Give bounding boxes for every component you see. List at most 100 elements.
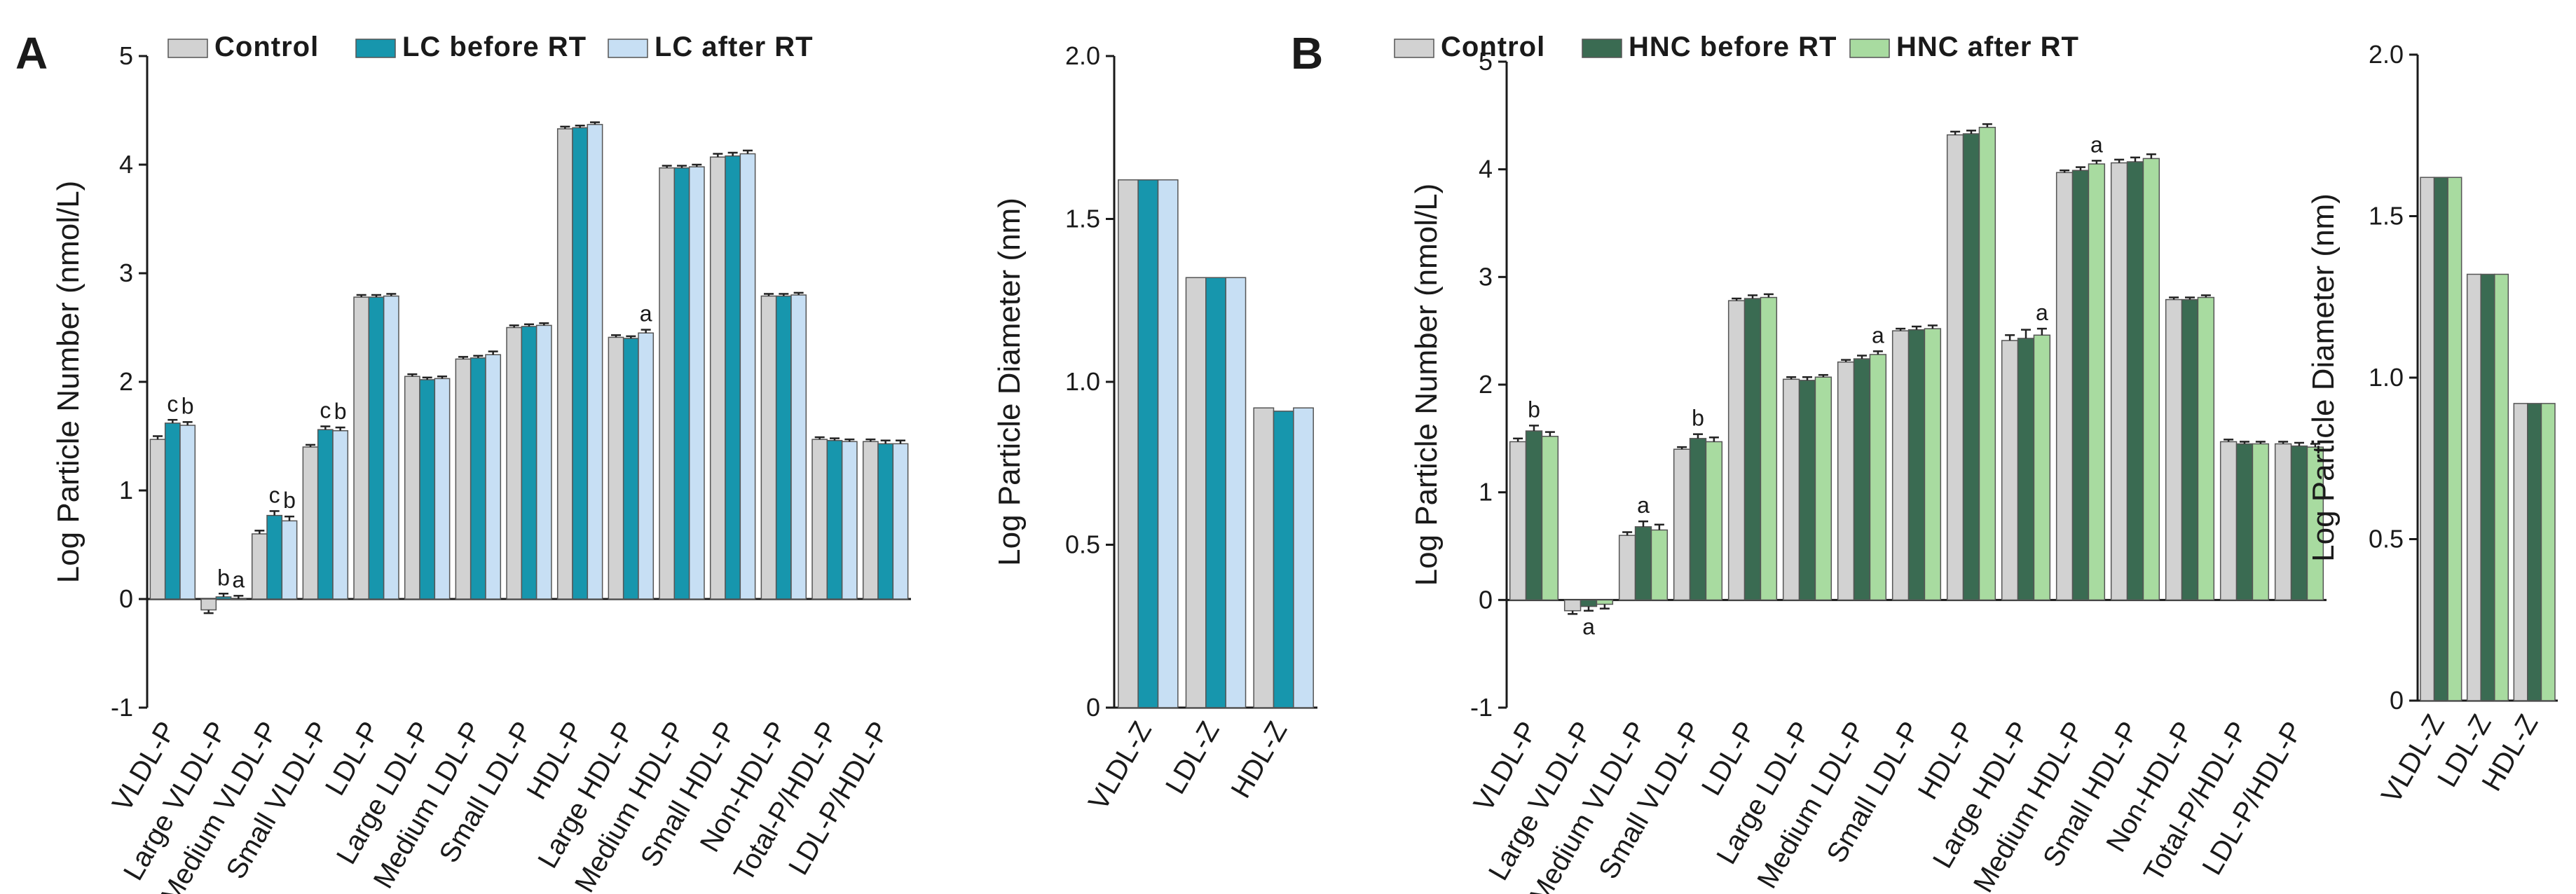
bar-1-5 (1798, 380, 1816, 601)
significance-letter: a (2036, 300, 2048, 325)
bar-0-10 (659, 167, 676, 600)
y-tick-label: 0 (1086, 693, 1100, 722)
legend-a-swatch-0 (167, 39, 208, 58)
bar-2-10 (688, 166, 705, 600)
bar-1-0 (164, 422, 181, 600)
bar-1-13 (826, 439, 843, 600)
bar-0-4 (1727, 300, 1746, 601)
bar-1-11 (725, 155, 741, 600)
bar-2-4 (1760, 296, 1778, 601)
bar-2-13 (841, 441, 858, 600)
category-label: HDL-Z (1225, 717, 1293, 804)
bar-1-14 (2290, 445, 2308, 601)
bar-0-0 (2420, 177, 2435, 701)
bar-2-1 (230, 598, 247, 600)
bar-0-9 (2001, 340, 2019, 601)
bar-0-8 (1946, 134, 1964, 601)
bar-0-12 (2165, 298, 2183, 601)
significance-letter: a (1582, 614, 1595, 640)
legend-b-swatch-2 (1849, 39, 1890, 58)
bar-2-7 (535, 324, 552, 600)
bar-2-9 (638, 332, 655, 600)
y-tick-label: 3 (1479, 262, 1493, 291)
y-tick-label: 5 (1479, 47, 1493, 76)
bar-2-12 (790, 294, 807, 600)
y-tick-label: 1 (119, 476, 133, 504)
bar-2-1 (2494, 273, 2509, 701)
bar-1-1 (215, 596, 232, 600)
bar-1-4 (1743, 298, 1762, 601)
bar-2-8 (1978, 126, 1996, 601)
y-tick-label: 1.5 (2369, 202, 2404, 231)
bar-2-0 (1157, 179, 1179, 708)
legend-a-swatch-2 (608, 39, 648, 58)
bar-2-2 (281, 520, 298, 600)
legend-a-label-1: LC before RT (402, 32, 587, 62)
category-label: LDL-Z (1160, 717, 1226, 799)
significance-letter: c (320, 398, 331, 423)
significance-letter: a (640, 301, 652, 326)
significance-letter: a (232, 567, 245, 592)
significance-letter: b (1528, 397, 1540, 422)
significance-letter: a (1637, 493, 1650, 518)
y-tick-label: 2.0 (1065, 41, 1100, 70)
bar-2-10 (2088, 163, 2106, 601)
bar-1-3 (317, 429, 334, 600)
bar-2-2 (2540, 403, 2556, 701)
bar-1-12 (2181, 298, 2199, 601)
panel-letter-b: B (1291, 28, 1323, 78)
bar-2-0 (2447, 177, 2462, 701)
y-tick-label: 1 (1479, 478, 1493, 507)
bar-2-8 (587, 123, 603, 600)
panel-letter-a: A (15, 28, 48, 78)
bar-2-12 (2197, 296, 2215, 601)
bar-0-5 (1782, 378, 1800, 601)
y-tick-label: 1.0 (2369, 363, 2404, 392)
bar-2-6 (1869, 354, 1887, 601)
bar-0-1 (200, 598, 217, 611)
bar-2-2 (1293, 407, 1314, 708)
bar-2-7 (1924, 328, 1942, 601)
y-tick-label: 2 (119, 367, 133, 396)
bar-0-4 (353, 296, 370, 600)
bar-0-7 (506, 326, 523, 600)
bar-1-7 (521, 326, 537, 600)
bar-2-5 (434, 378, 451, 600)
bar-1-6 (1853, 358, 1871, 601)
bar-0-0 (1118, 179, 1139, 708)
significance-letter: c (167, 391, 178, 416)
bar-0-1 (1563, 599, 1582, 612)
bar-1-5 (419, 379, 436, 600)
legend-a-swatch-1 (355, 39, 396, 58)
significance-letter: b (181, 393, 194, 418)
bar-1-10 (673, 167, 690, 600)
bar-2-9 (2033, 334, 2051, 601)
bar-2-3 (1705, 441, 1723, 601)
bar-1-6 (470, 357, 486, 600)
bar-1-8 (1962, 133, 1980, 601)
bar-0-14 (2274, 443, 2292, 601)
bar-2-1 (1596, 599, 1614, 605)
bar-2-1 (1225, 277, 1247, 708)
category-label: VLDL-Z (1083, 717, 1158, 816)
bar-0-13 (2219, 441, 2238, 601)
category-label: VLDL-Z (2376, 710, 2451, 809)
bar-1-2 (1634, 526, 1652, 601)
bar-2-2 (1650, 529, 1669, 601)
bar-1-2 (2527, 403, 2542, 701)
significance-letter: b (334, 399, 347, 424)
bar-0-0 (149, 439, 166, 600)
y-tick-label: 4 (119, 150, 133, 179)
bar-1-1 (2480, 273, 2495, 701)
bar-0-1 (2466, 273, 2481, 701)
y-tick-label: 2 (1479, 370, 1493, 399)
bar-1-1 (1205, 277, 1226, 708)
legend-b: Control HNC before RT HNC after RT (1394, 32, 2079, 62)
bar-1-13 (2235, 443, 2254, 601)
y-tick-label: 0 (1479, 585, 1493, 614)
bar-1-4 (368, 296, 385, 600)
bar-0-6 (1837, 361, 1855, 601)
legend-b-label-2: HNC after RT (1896, 32, 2079, 62)
bar-0-5 (404, 376, 420, 600)
